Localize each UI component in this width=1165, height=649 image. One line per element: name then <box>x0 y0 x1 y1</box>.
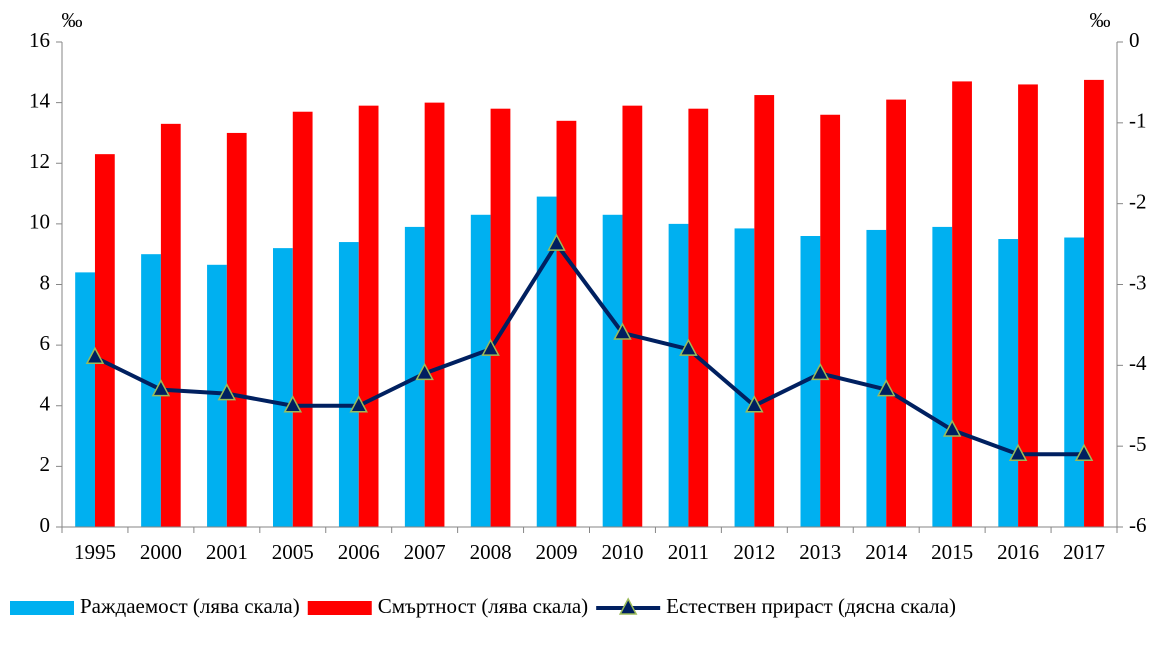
bar <box>886 99 906 527</box>
bar <box>536 196 557 527</box>
x-tick-label: 2013 <box>799 540 841 564</box>
marker <box>1074 443 1094 461</box>
bar <box>470 214 491 527</box>
bar <box>556 120 577 527</box>
marker <box>1008 443 1028 461</box>
bar <box>734 228 755 527</box>
x-tick-label: 2009 <box>536 540 578 564</box>
y2-tick-label: -3 <box>1129 270 1147 294</box>
marker <box>942 419 962 437</box>
bar <box>226 132 247 527</box>
x-tick-label: 2017 <box>1063 540 1105 564</box>
bar <box>932 226 953 527</box>
y-tick-label: 2 <box>40 452 51 476</box>
y-tick-label: 14 <box>29 88 51 112</box>
legend-label: Раждаемост (лява скала) <box>80 594 300 618</box>
x-tick-label: 2006 <box>338 540 380 564</box>
marker <box>415 362 434 381</box>
y2-tick-label: -6 <box>1129 513 1147 537</box>
marker <box>349 395 368 413</box>
bar <box>273 248 293 527</box>
bar <box>754 95 775 527</box>
y-tick-label: 10 <box>29 210 50 234</box>
bar <box>1084 79 1104 527</box>
legend-marker <box>618 597 638 615</box>
x-tick-label: 2001 <box>206 540 248 564</box>
bar <box>1018 84 1038 527</box>
y-unit: ‰ <box>62 8 83 32</box>
x-tick-label: 1995 <box>74 540 116 564</box>
bar <box>75 272 95 527</box>
x-tick-label: 2005 <box>272 540 314 564</box>
x-tick-label: 2007 <box>404 540 446 564</box>
y-tick-label: 0 <box>40 513 51 537</box>
legend-swatch <box>10 601 74 615</box>
x-tick-label: 2010 <box>601 540 643 564</box>
x-tick-label: 2014 <box>865 540 908 564</box>
y2-tick-label: -5 <box>1129 432 1147 456</box>
marker <box>217 383 237 401</box>
bar <box>602 214 623 527</box>
bar <box>998 239 1019 527</box>
bar <box>207 264 227 527</box>
marker <box>283 395 303 413</box>
legend-swatch <box>307 601 372 615</box>
bar <box>800 236 821 527</box>
bar <box>1064 237 1085 527</box>
x-tick-label: 2016 <box>997 540 1039 564</box>
y-tick-label: 12 <box>29 149 50 173</box>
y2-unit: ‰ <box>1090 8 1111 32</box>
marker <box>811 362 830 381</box>
bar <box>952 81 972 527</box>
bar <box>490 108 511 527</box>
x-tick-label: 2000 <box>140 540 182 564</box>
marker <box>745 395 764 413</box>
y2-tick-label: -4 <box>1129 351 1147 375</box>
y2-tick-label: -2 <box>1129 189 1147 213</box>
bar <box>820 114 841 527</box>
marker <box>679 338 698 356</box>
bar <box>94 154 115 527</box>
x-tick-label: 2011 <box>668 540 709 564</box>
x-tick-label: 2012 <box>733 540 775 564</box>
marker <box>547 233 566 251</box>
bar <box>668 223 689 527</box>
y-tick-label: 16 <box>29 28 50 52</box>
marker <box>481 338 500 356</box>
legend-label: Естествен прираст (дясна скала) <box>666 594 956 618</box>
bar <box>866 229 887 527</box>
bar <box>141 254 161 527</box>
bar <box>292 111 313 527</box>
marker <box>151 378 171 397</box>
y2-tick-label: 0 <box>1129 28 1140 52</box>
y-tick-label: 8 <box>40 270 51 294</box>
y-tick-label: 4 <box>40 392 51 416</box>
y-tick-label: 6 <box>40 331 51 355</box>
y2-tick-label: -1 <box>1129 109 1147 133</box>
bar <box>424 102 445 527</box>
x-tick-label: 2008 <box>470 540 512 564</box>
marker <box>85 346 105 364</box>
bar <box>338 242 359 527</box>
bar <box>688 108 709 527</box>
legend-label: Смъртност (лява скала) <box>378 594 588 618</box>
marker <box>876 378 896 397</box>
bar <box>160 123 181 527</box>
marker <box>613 322 632 340</box>
x-tick-label: 2015 <box>931 540 973 564</box>
bar <box>622 105 643 527</box>
bar <box>358 105 379 527</box>
line <box>94 242 1085 457</box>
